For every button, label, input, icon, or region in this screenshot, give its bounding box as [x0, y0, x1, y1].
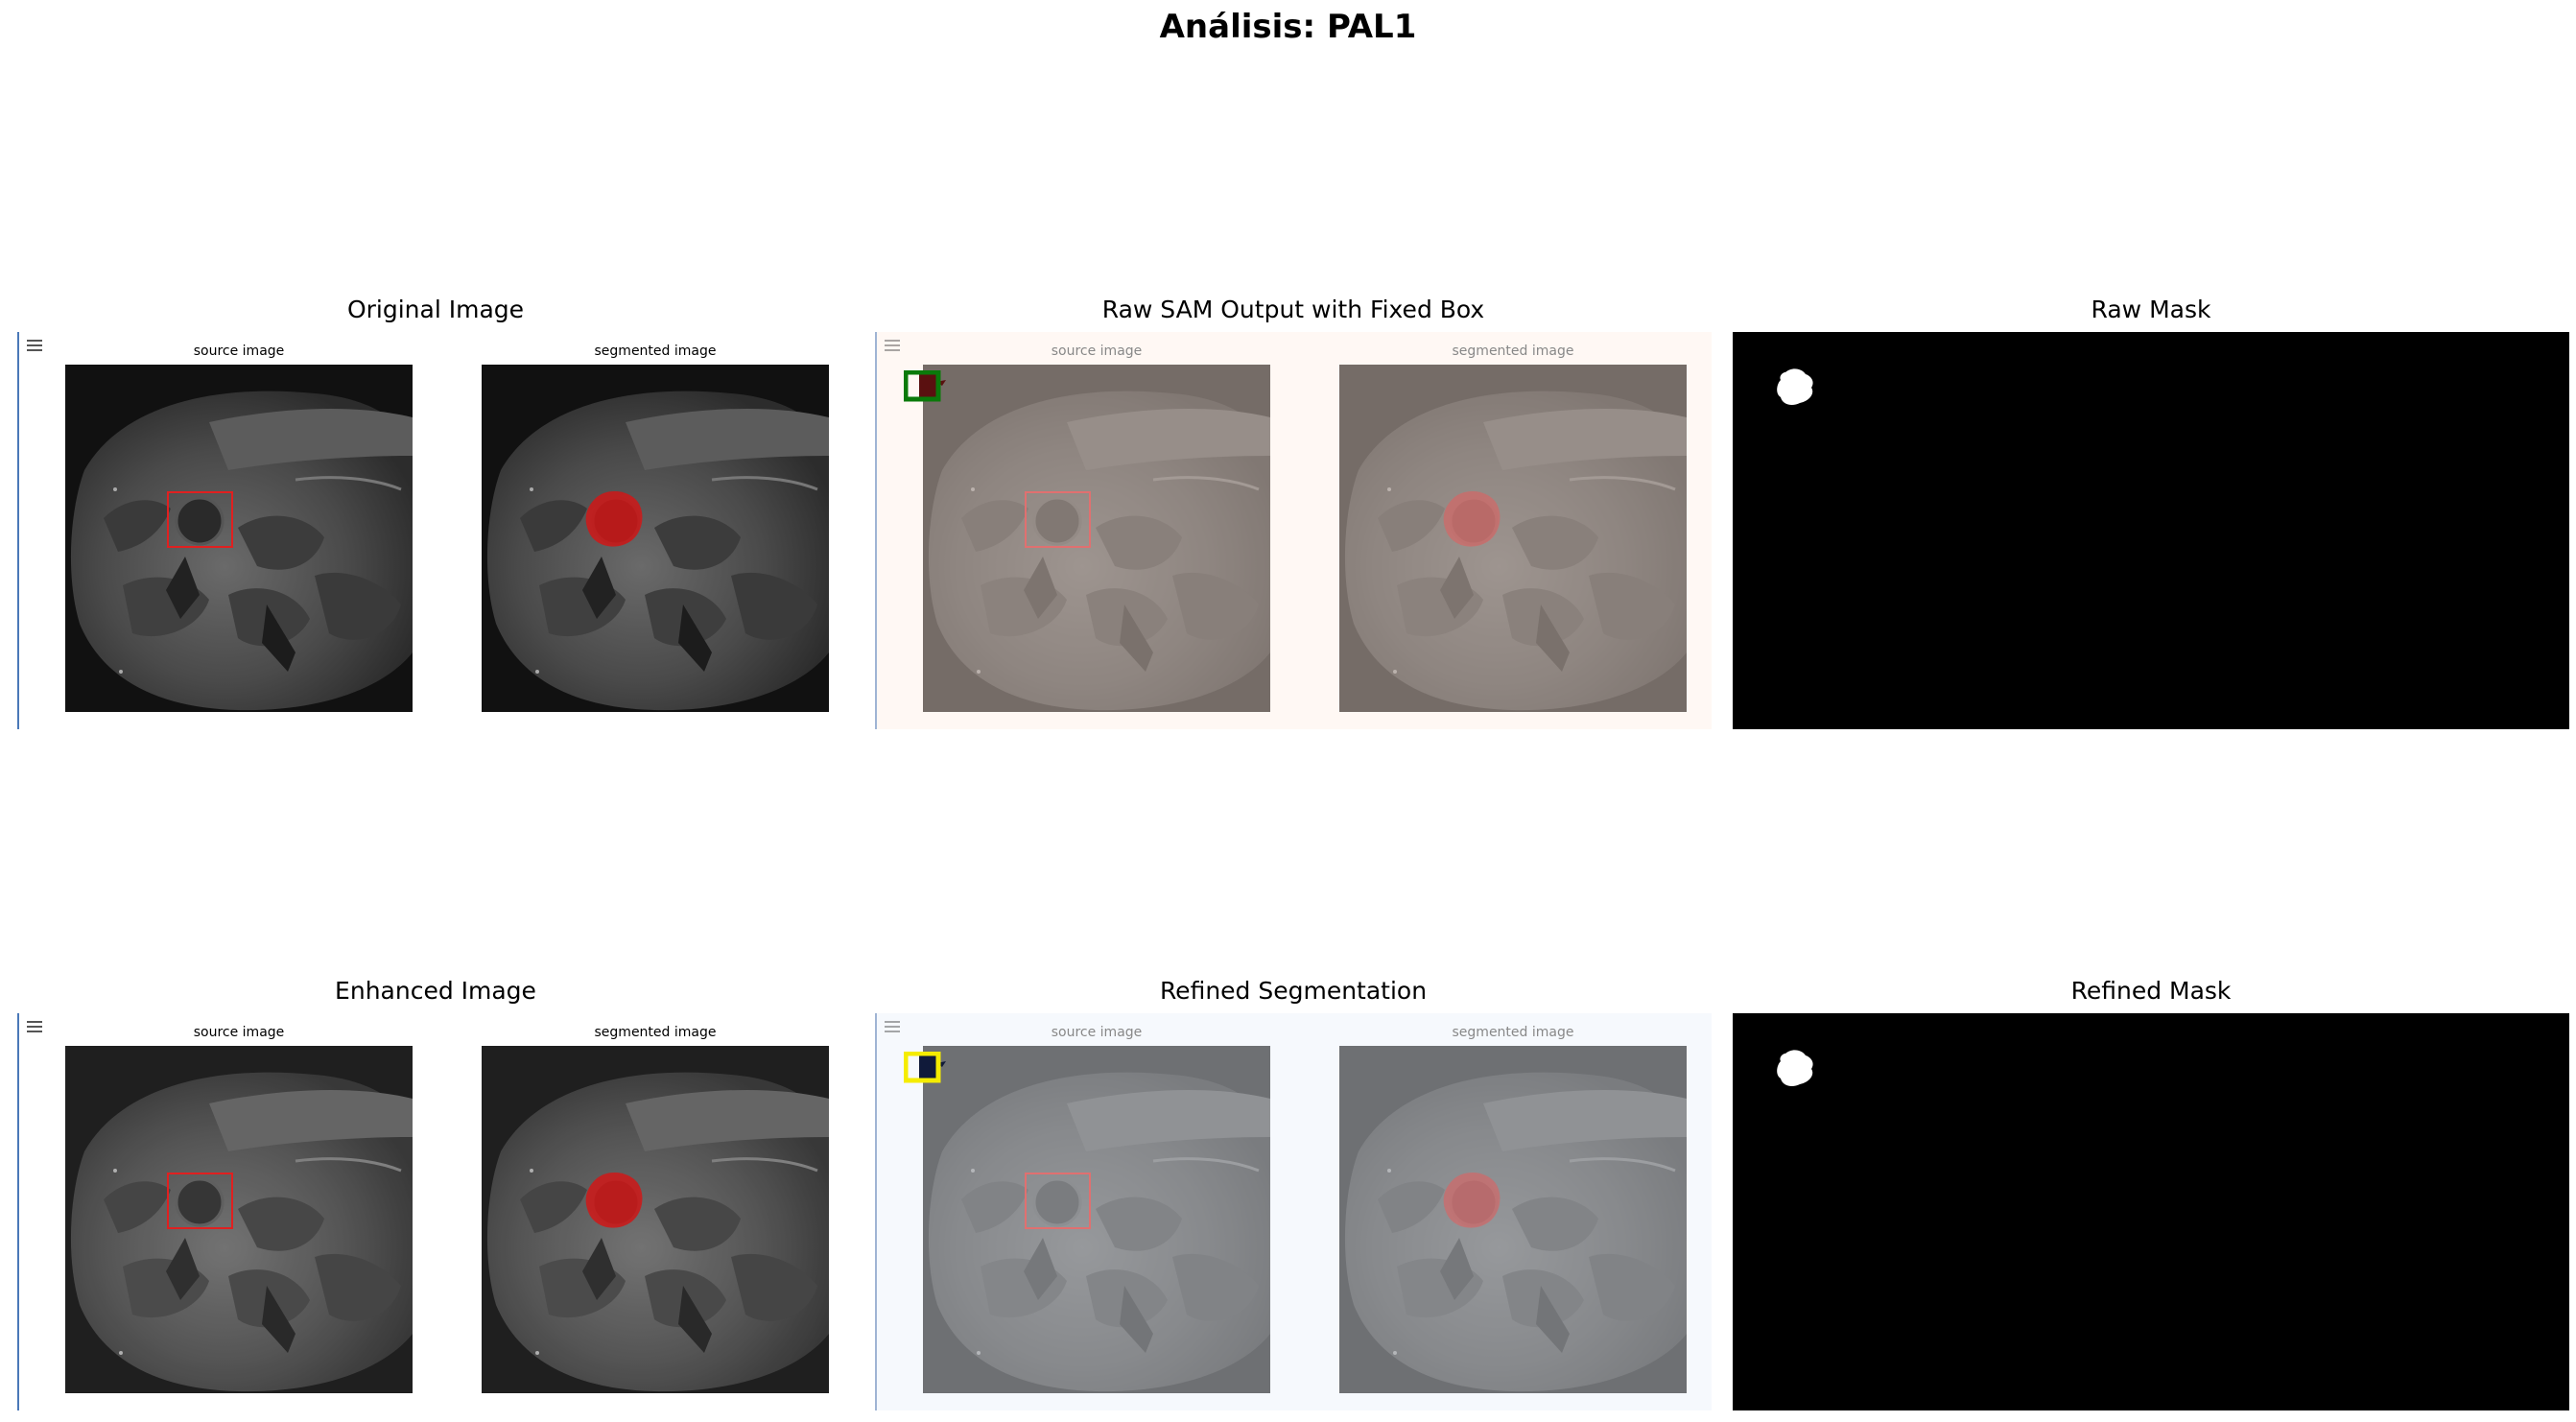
panel-enhanced-image: Enhanced Image source image segmented im… [17, 977, 854, 1410]
segmented-mri-image [1339, 365, 1687, 712]
panel-raw-sam-output: Raw SAM Output with Fixed Box source ima… [875, 296, 1712, 729]
hamburger-icon[interactable] [885, 340, 900, 351]
source-mri-image [923, 1046, 1270, 1393]
panel-title: Refined Segmentation [1159, 977, 1428, 1005]
fixed-box-overlay [904, 370, 946, 402]
screenshot-refined-seg: source image segmented image [875, 1013, 1712, 1410]
segmented-caption: segmented image [1452, 344, 1574, 359]
panel-title: Raw SAM Output with Fixed Box [1101, 296, 1485, 323]
screenshot-raw-sam: source image segmented image [875, 332, 1712, 729]
source-mri-image [65, 365, 413, 712]
accent-line [17, 1013, 19, 1410]
panel-refined-mask: Refined Mask [1733, 977, 2569, 1410]
figure-title: Análisis: PAL1 [1159, 8, 1417, 46]
hamburger-icon[interactable] [27, 340, 42, 351]
mask-image [1733, 1013, 2569, 1410]
accent-line [17, 332, 19, 729]
mask-region [1777, 368, 1813, 405]
panel-original-image: Original Image source image segmented im… [17, 296, 854, 729]
segmented-mri-image [482, 1046, 829, 1393]
panel-raw-mask: Raw Mask [1733, 296, 2569, 729]
source-caption: source image [1051, 1025, 1143, 1040]
refined-box-overlay [904, 1052, 946, 1083]
accent-line [875, 1013, 877, 1410]
segmented-mri-image [482, 365, 829, 712]
source-caption: source image [193, 1025, 285, 1040]
screenshot-enhanced: source image segmented image [17, 1013, 854, 1410]
source-mri-image [923, 365, 1270, 712]
mask-region [1777, 1050, 1813, 1086]
panel-title: Original Image [346, 296, 525, 323]
source-caption: source image [193, 344, 285, 359]
source-mri-image [65, 1046, 413, 1393]
mask-image [1733, 332, 2569, 729]
hamburger-icon[interactable] [27, 1021, 42, 1032]
source-caption: source image [1051, 344, 1143, 359]
panel-refined-segmentation: Refined Segmentation source image segmen… [875, 977, 1712, 1410]
segmented-caption: segmented image [594, 1025, 717, 1040]
panel-title: Enhanced Image [335, 977, 536, 1005]
panel-title: Raw Mask [2091, 296, 2211, 323]
segmented-caption: segmented image [594, 344, 717, 359]
segmented-caption: segmented image [1452, 1025, 1574, 1040]
hamburger-icon[interactable] [885, 1021, 900, 1032]
panel-title: Refined Mask [2070, 977, 2232, 1005]
accent-line [875, 332, 877, 729]
screenshot-original: source image segmented image [17, 332, 854, 729]
segmented-mri-image [1339, 1046, 1687, 1393]
